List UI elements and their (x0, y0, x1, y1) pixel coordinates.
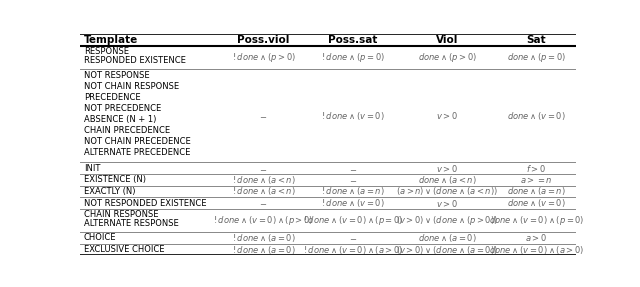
Text: $a > 0$: $a > 0$ (525, 232, 547, 243)
Text: $f > 0$: $f > 0$ (526, 163, 547, 174)
Text: $-$: $-$ (259, 111, 268, 120)
Text: $(v > 0) \vee (\mathit{done} \wedge (p > 0))$: $(v > 0) \vee (\mathit{done} \wedge (p >… (396, 214, 498, 227)
Text: NOT CHAIN RESPONSE: NOT CHAIN RESPONSE (84, 82, 179, 91)
Text: $\mathit{done} \wedge (v = 0) \wedge (p = 0)$: $\mathit{done} \wedge (v = 0) \wedge (p … (488, 214, 584, 227)
Text: $\mathit{!done} \wedge (a = n)$: $\mathit{!done} \wedge (a = n)$ (321, 185, 385, 197)
Text: PRECEDENCE: PRECEDENCE (84, 93, 141, 102)
Text: $\mathit{!done} \wedge (a < n)$: $\mathit{!done} \wedge (a < n)$ (232, 174, 296, 186)
Text: Poss.viol: Poss.viol (237, 35, 290, 45)
Text: $\mathit{done} \wedge (a = 0)$: $\mathit{done} \wedge (a = 0)$ (418, 232, 476, 244)
Text: $v > 0$: $v > 0$ (436, 110, 458, 121)
Text: ALTERNATE PRECEDENCE: ALTERNATE PRECEDENCE (84, 148, 190, 157)
Text: Template: Template (84, 35, 138, 45)
Text: Viol: Viol (436, 35, 458, 45)
Text: $\mathit{!done} \wedge (v = 0) \wedge (a > 0)$: $\mathit{!done} \wedge (v = 0) \wedge (a… (303, 244, 403, 256)
Text: $-$: $-$ (259, 199, 268, 208)
Text: INIT: INIT (84, 164, 100, 173)
Text: $\mathit{!done} \wedge (p = 0)$: $\mathit{!done} \wedge (p = 0)$ (321, 51, 385, 64)
Text: $\mathit{!done} \wedge (v = 0)$: $\mathit{!done} \wedge (v = 0)$ (321, 110, 385, 122)
Text: $-$: $-$ (259, 164, 268, 173)
Text: ALTERNATE RESPONSE: ALTERNATE RESPONSE (84, 219, 179, 228)
Text: EXACTLY (N): EXACTLY (N) (84, 187, 136, 196)
Text: EXCLUSIVE CHOICE: EXCLUSIVE CHOICE (84, 245, 164, 254)
Text: CHAIN RESPONSE: CHAIN RESPONSE (84, 210, 159, 219)
Text: NOT RESPONSE: NOT RESPONSE (84, 71, 150, 80)
Text: NOT RESPONDED EXISTENCE: NOT RESPONDED EXISTENCE (84, 199, 207, 208)
Text: ABSENCE (N + 1): ABSENCE (N + 1) (84, 115, 156, 124)
Text: $\mathit{!done} \wedge (v = 0) \wedge (p = 0)$: $\mathit{!done} \wedge (v = 0) \wedge (p… (303, 214, 403, 227)
Text: $\mathit{done} \wedge (a < n)$: $\mathit{done} \wedge (a < n)$ (418, 174, 476, 186)
Text: $\mathit{done} \wedge (a = n)$: $\mathit{done} \wedge (a = n)$ (507, 185, 566, 197)
Text: Poss.sat: Poss.sat (328, 35, 378, 45)
Text: NOT PRECEDENCE: NOT PRECEDENCE (84, 104, 161, 113)
Text: $-$: $-$ (349, 175, 357, 184)
Text: $\mathit{!done} \wedge (a = 0)$: $\mathit{!done} \wedge (a = 0)$ (232, 232, 296, 244)
Text: RESPONDED EXISTENCE: RESPONDED EXISTENCE (84, 57, 186, 65)
Text: $(v > 0) \vee (\mathit{done} \wedge (a = 0))$: $(v > 0) \vee (\mathit{done} \wedge (a =… (396, 244, 498, 256)
Text: $\mathit{!done} \wedge (a = 0)$: $\mathit{!done} \wedge (a = 0)$ (232, 244, 296, 256)
Text: $\mathit{!done} \wedge (v = 0) \wedge (p > 0)$: $\mathit{!done} \wedge (v = 0) \wedge (p… (213, 214, 314, 227)
Text: $(a > n) \vee (\mathit{done} \wedge (a < n))$: $(a > n) \vee (\mathit{done} \wedge (a <… (396, 185, 498, 197)
Text: $v > 0$: $v > 0$ (436, 197, 458, 209)
Text: $-$: $-$ (349, 234, 357, 243)
Text: $\mathit{done} \wedge (v = 0)$: $\mathit{done} \wedge (v = 0)$ (507, 110, 566, 122)
Text: Sat: Sat (527, 35, 546, 45)
Text: $\mathit{done} \wedge (v = 0)$: $\mathit{done} \wedge (v = 0)$ (507, 197, 566, 209)
Text: RESPONSE: RESPONSE (84, 47, 129, 56)
Text: $v > 0$: $v > 0$ (436, 163, 458, 174)
Text: $\mathit{!done} \wedge (v = 0)$: $\mathit{!done} \wedge (v = 0)$ (321, 197, 385, 209)
Text: $a >= n$: $a >= n$ (520, 175, 552, 185)
Text: $\mathit{done} \wedge (v = 0) \wedge (a > 0)$: $\mathit{done} \wedge (v = 0) \wedge (a … (489, 244, 584, 256)
Text: $\mathit{done} \wedge (p = 0)$: $\mathit{done} \wedge (p = 0)$ (507, 51, 566, 64)
Text: EXISTENCE (N): EXISTENCE (N) (84, 175, 146, 184)
Text: $-$: $-$ (349, 164, 357, 173)
Text: $\mathit{done} \wedge (p > 0)$: $\mathit{done} \wedge (p > 0)$ (417, 51, 477, 64)
Text: NOT CHAIN PRECEDENCE: NOT CHAIN PRECEDENCE (84, 137, 191, 146)
Text: CHOICE: CHOICE (84, 234, 116, 243)
Text: $\mathit{!done} \wedge (p > 0)$: $\mathit{!done} \wedge (p > 0)$ (232, 51, 296, 64)
Text: CHAIN PRECEDENCE: CHAIN PRECEDENCE (84, 126, 170, 135)
Text: $\mathit{!done} \wedge (a < n)$: $\mathit{!done} \wedge (a < n)$ (232, 185, 296, 197)
